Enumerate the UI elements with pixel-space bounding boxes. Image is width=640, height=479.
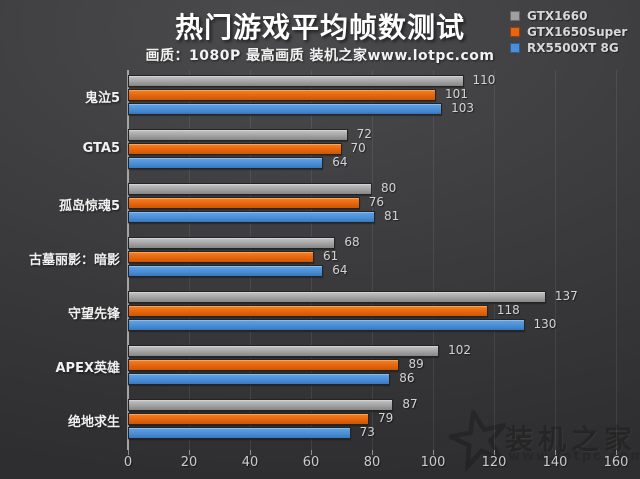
category-label: 守望先锋	[67, 307, 120, 322]
gridline	[494, 70, 495, 450]
x-tick-label: 0	[123, 455, 133, 470]
value-label: 79	[377, 411, 394, 425]
value-label: 101	[445, 87, 468, 101]
tick-mark	[433, 450, 434, 455]
bar	[128, 399, 394, 411]
value-label: 102	[448, 343, 471, 357]
value-label: 118	[496, 303, 520, 317]
legend-item: GTX1660	[510, 8, 627, 24]
x-tick-label: 100	[420, 455, 446, 470]
value-label: 70	[350, 141, 366, 155]
gridline	[372, 70, 373, 450]
value-label: 64	[332, 263, 348, 277]
value-label: 72	[356, 127, 372, 141]
value-label: 89	[408, 357, 424, 371]
legend-item: RX5500XT 8G	[510, 40, 627, 56]
value-label: 110	[472, 73, 496, 87]
plot-area: 0 20 40 60 80 100 120 140 160 鬼泣5 110 101 103 GTA5 72 7…	[0, 70, 640, 479]
category-label: 鬼泣5	[84, 91, 120, 106]
value-label: 137	[554, 289, 578, 303]
category-label: 古墓丽影：暗影	[28, 253, 120, 268]
value-label: 73	[359, 425, 375, 439]
bar	[128, 103, 443, 115]
x-tick-label: 120	[481, 455, 507, 470]
bar	[128, 89, 437, 101]
bar	[128, 197, 360, 209]
gridline	[616, 70, 617, 450]
bar	[128, 305, 488, 317]
watermark: 装机之家 www.lotpc.com	[444, 400, 640, 475]
value-label: 130	[533, 317, 557, 331]
value-label: 86	[399, 371, 415, 385]
gridline	[555, 70, 556, 450]
value-label: 80	[381, 181, 397, 195]
bar	[128, 413, 369, 425]
value-label: 68	[344, 235, 360, 249]
bar	[128, 129, 348, 141]
legend-swatch-gray	[510, 11, 520, 21]
category-label: 绝地求生	[67, 415, 120, 430]
category-label: APEX英雄	[55, 361, 121, 376]
legend-swatch-orange	[510, 27, 520, 37]
x-tick-label: 80	[363, 455, 381, 470]
tick-mark	[616, 450, 617, 455]
bar	[128, 345, 440, 357]
bar	[128, 319, 525, 331]
x-tick-label: 140	[542, 455, 568, 470]
x-tick-label: 160	[603, 455, 629, 470]
category-label: 孤岛惊魂5	[58, 199, 120, 214]
value-label: 61	[323, 249, 339, 263]
category-label: GTA5	[82, 141, 120, 156]
bar	[128, 291, 546, 303]
legend-swatch-blue	[510, 43, 520, 53]
value-label: 64	[332, 155, 348, 169]
tick-mark	[189, 450, 190, 455]
value-label: 76	[368, 195, 385, 209]
bar	[128, 265, 324, 277]
bar	[128, 237, 336, 249]
legend-label: GTX1650Super	[527, 25, 628, 39]
bar	[128, 359, 400, 371]
chart-subtitle: 画质：1080P 最高画质 装机之家www.lotpc.com	[145, 48, 495, 64]
bar	[128, 143, 342, 155]
legend-item: GTX1650Super	[510, 24, 627, 40]
x-tick-label: 60	[302, 455, 320, 470]
value-label: 103	[451, 101, 475, 115]
bar	[128, 211, 376, 223]
bar	[128, 373, 391, 385]
chart-title: 热门游戏平均帧数测试	[174, 11, 465, 44]
watermark-url: www.lotpc.com	[508, 449, 640, 464]
value-label: 87	[402, 397, 418, 411]
x-tick-label: 40	[241, 455, 259, 470]
bar	[128, 75, 464, 87]
x-tick-label: 20	[180, 455, 198, 470]
value-label: 81	[384, 209, 400, 223]
tick-mark	[311, 450, 312, 455]
bar	[128, 427, 351, 439]
tick-mark	[494, 450, 495, 455]
bar	[128, 251, 315, 263]
legend-label: GTX1660	[527, 9, 588, 23]
bar	[128, 183, 372, 195]
tick-mark	[555, 450, 556, 455]
bar	[128, 157, 324, 169]
tick-mark	[372, 450, 373, 455]
legend: GTX1660 GTX1650Super RX5500XT 8G	[510, 8, 627, 56]
tick-mark	[128, 450, 129, 455]
watermark-brand: 装机之家	[505, 423, 638, 456]
tick-mark	[250, 450, 251, 455]
gridline	[433, 70, 434, 450]
legend-label: RX5500XT 8G	[527, 41, 619, 55]
star-icon	[444, 405, 511, 473]
